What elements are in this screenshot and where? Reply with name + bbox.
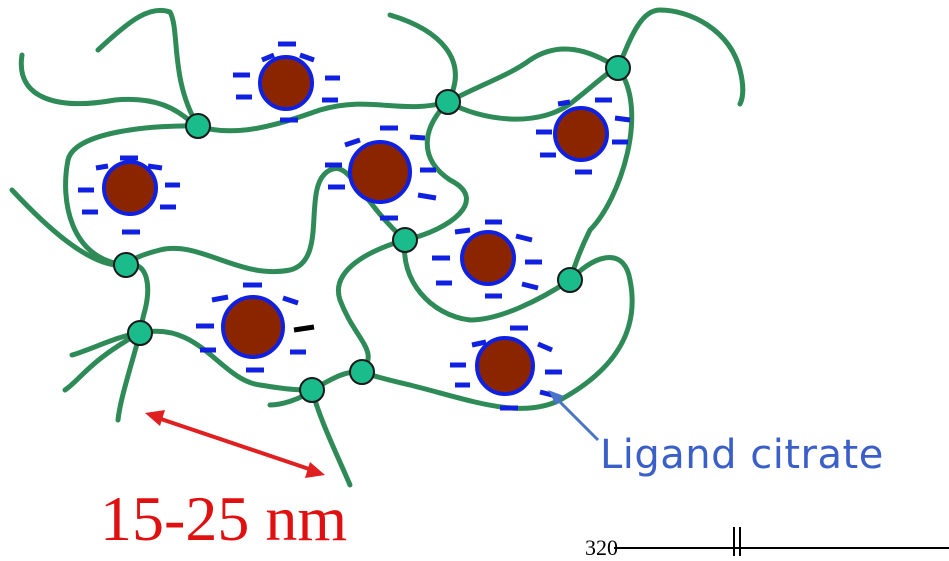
partial-chart-frame <box>614 527 949 556</box>
polymer-chain <box>615 7 746 107</box>
polymer-chain <box>137 328 315 393</box>
nanoparticle <box>450 325 562 411</box>
nanoparticle <box>233 41 340 123</box>
polymer-chain <box>62 330 143 393</box>
nanoparticle <box>78 155 180 235</box>
nanoparticle <box>196 282 315 373</box>
nanoparticle <box>536 97 631 175</box>
crosslink-node <box>349 359 375 385</box>
crosslink-nodes <box>113 55 631 403</box>
polymer-chains <box>9 7 746 488</box>
ligand-arrow <box>548 390 600 442</box>
crosslink-node <box>299 377 325 403</box>
polymer-chain <box>335 237 408 375</box>
crosslink-node <box>605 55 631 81</box>
polymer-chain <box>402 99 469 243</box>
size-range-label: 15-25 nm <box>100 483 348 554</box>
polymer-chain <box>567 65 635 283</box>
polymer-chain <box>63 123 201 268</box>
axis-tick-label: 320 <box>585 535 618 560</box>
polymer-chain <box>18 52 201 129</box>
crosslink-node <box>392 227 418 253</box>
neutral-charge-mark <box>293 324 315 333</box>
polymer-chain <box>9 187 129 268</box>
polymer-chain <box>387 12 458 105</box>
nanoparticle <box>325 125 437 221</box>
size-double-arrow <box>145 410 325 478</box>
nanoparticles <box>78 41 631 411</box>
polymer-chain <box>401 237 573 323</box>
crosslink-node <box>435 89 461 115</box>
polymer-chain <box>95 7 201 129</box>
crosslink-node <box>557 267 583 293</box>
ligand-citrate-label: Ligand citrate <box>600 432 884 478</box>
crosslink-node <box>113 252 139 278</box>
polymer-chain <box>195 99 451 134</box>
crosslink-node <box>127 320 153 346</box>
nanoparticle <box>432 219 542 299</box>
crosslink-node <box>185 113 211 139</box>
polymer-chain <box>445 46 621 105</box>
